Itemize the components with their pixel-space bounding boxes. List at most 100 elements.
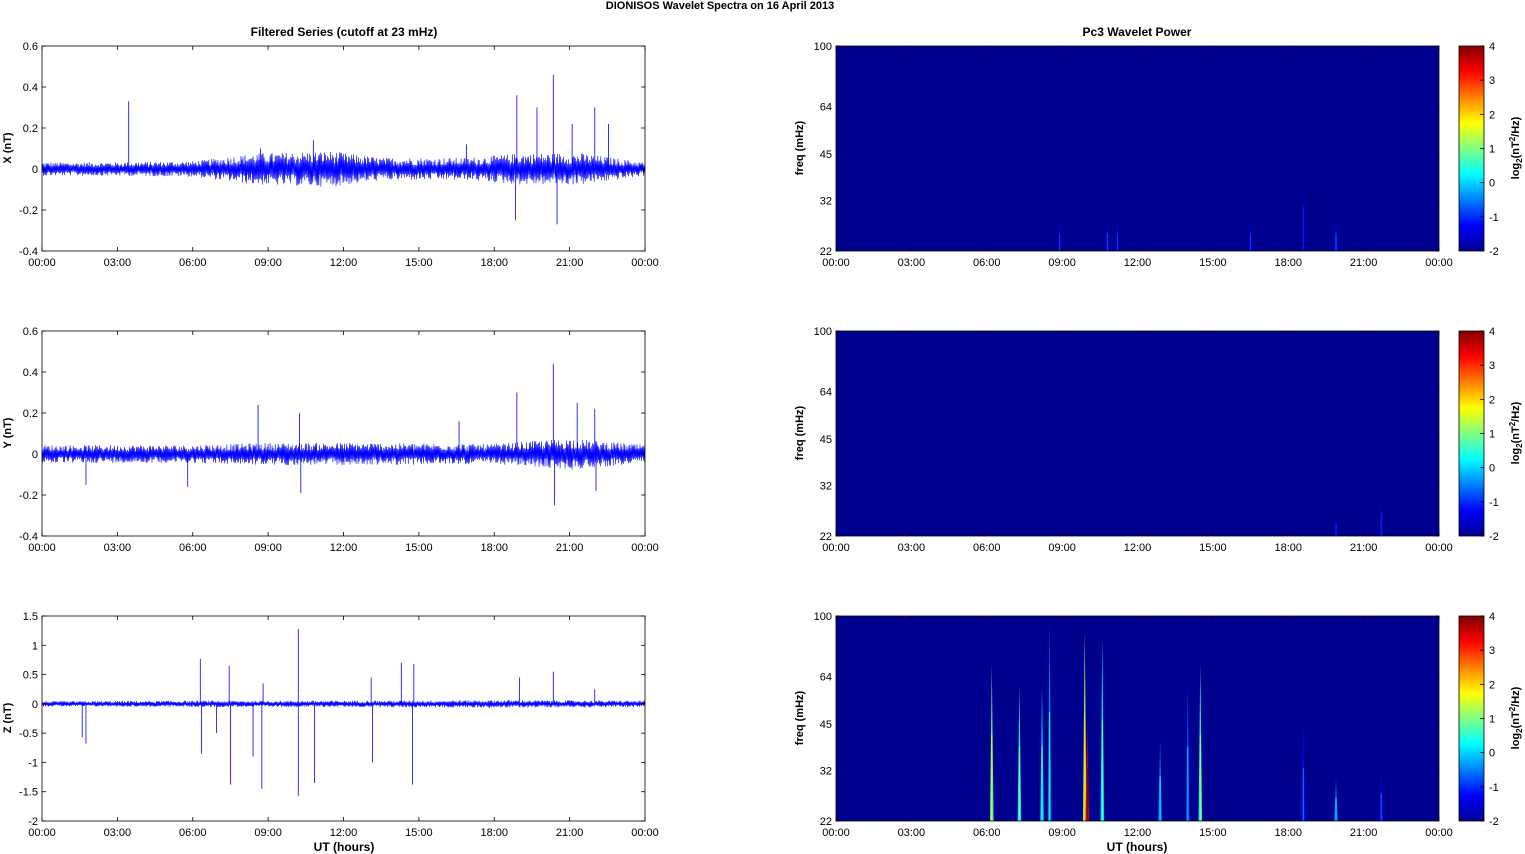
- x-ticks: [835, 616, 1440, 821]
- colorbar-tick-label: 1: [1489, 144, 1495, 156]
- x-tick-label: 09:00: [254, 542, 282, 554]
- y-tick-label: -0.2: [19, 205, 38, 217]
- x-tick-label: 00:00: [631, 827, 659, 839]
- x-tick-label: 03:00: [104, 542, 132, 554]
- x-tick-label: 21:00: [1350, 827, 1378, 839]
- x-tick-label: 00:00: [822, 827, 850, 839]
- y-tick-label: 22: [820, 816, 832, 828]
- y-tick-label: 0: [32, 449, 38, 461]
- y-tick-label: 0: [32, 699, 38, 711]
- y-tick-label: 64: [820, 386, 832, 398]
- z-trace: [41, 700, 646, 708]
- y-tick-label: 100: [814, 41, 832, 53]
- colorbar-label: log2(nT2/Hz): [1508, 401, 1524, 464]
- x-tick-label: 06:00: [973, 827, 1001, 839]
- colorbar-ticks: -2 -1 0 1 2 3 4: [1480, 41, 1499, 258]
- x-tick-label: 06:00: [973, 257, 1001, 269]
- y-tick-label: 100: [814, 326, 832, 338]
- y-tick-label: 0.6: [23, 326, 38, 338]
- x-tick-label: 12:00: [1124, 827, 1152, 839]
- panel-filtered-x: -0.4 -0.2 0 0.2 0.4 0.6 00:00 03:00 06:0…: [2, 41, 659, 269]
- power-events: [989, 622, 1384, 821]
- x-tick-label: 03:00: [104, 827, 132, 839]
- x-tick-label: 00:00: [631, 257, 659, 269]
- colorbar-tick-label: -2: [1489, 816, 1499, 828]
- panel-filtered-z: -2 -1.5 -1 -0.5 0 0.5 1 1.5 00:00 03:00 …: [2, 611, 659, 854]
- x-tick-label: 09:00: [254, 827, 282, 839]
- y-tick-label: 22: [820, 531, 832, 543]
- x-tick-label: 09:00: [1048, 257, 1076, 269]
- y-axis-label: Z (nT): [2, 702, 14, 733]
- x-tick-label: 15:00: [405, 827, 433, 839]
- x-tick-label: 00:00: [28, 827, 56, 839]
- y-axis-label: freq (mHz): [794, 405, 806, 460]
- x-tick-label: 12:00: [330, 827, 358, 839]
- x-tick-label: 12:00: [1124, 257, 1152, 269]
- colorbar-tick-label: 3: [1489, 360, 1495, 372]
- colorbar-tick-label: -1: [1489, 497, 1499, 509]
- x-tick-labels: 00:00 03:00 06:00 09:00 12:00 15:00 18:0…: [28, 542, 659, 554]
- panel-filtered-y: -0.4 -0.2 0 0.2 0.4 0.6 00:00 03:00 06:0…: [2, 326, 659, 554]
- figure-title: DIONISOS Wavelet Spectra on 16 April 201…: [606, 0, 834, 12]
- right-column-title: Pc3 Wavelet Power: [1083, 25, 1192, 39]
- y-tick-label: -0.5: [19, 728, 38, 740]
- x-tick-label: 00:00: [1425, 827, 1453, 839]
- y-ticks: 22 32 45 64 100: [814, 41, 1439, 258]
- y-tick-label: -0.2: [19, 490, 38, 502]
- panel-wavelet-x: 22 32 45 64 100 00:00 03:00 06:00 09:00 …: [794, 41, 1524, 269]
- left-column-title: Filtered Series (cutoff at 23 mHz): [251, 25, 438, 39]
- colorbar: -2 -1 0 1 2 3 4 log2(nT2/Hz): [1458, 611, 1524, 828]
- x-tick-label: 18:00: [1274, 542, 1302, 554]
- panel-wavelet-z: 22 32 45 64 100 00:00 03:00 06:00 09:00 …: [794, 611, 1524, 854]
- x-tick-label: 09:00: [254, 257, 282, 269]
- x-tick-labels: 00:00 03:00 06:00 09:00 12:00 15:00 18:0…: [28, 257, 659, 269]
- colorbar-scale: [1458, 45, 1485, 252]
- colorbar-tick-label: 1: [1489, 714, 1495, 726]
- colorbar-label: log2(nT2/Hz): [1508, 116, 1524, 179]
- x-tick-label: 06:00: [179, 542, 207, 554]
- x-ticks: [835, 331, 1440, 536]
- colorbar: -2 -1 0 1 2 3 4 log2(nT2/Hz): [1458, 41, 1524, 258]
- y-tick-label: -1: [28, 757, 38, 769]
- x-tick-labels: 00:00 03:00 06:00 09:00 12:00 15:00 18:0…: [822, 827, 1453, 839]
- x-tick-label: 21:00: [556, 257, 584, 269]
- y-trace: [41, 439, 646, 470]
- y-tick-label: 32: [820, 765, 832, 777]
- x-tick-labels: 00:00 03:00 06:00 09:00 12:00 15:00 18:0…: [28, 827, 659, 839]
- x-tick-label: 15:00: [405, 542, 433, 554]
- x-tick-label: 00:00: [631, 542, 659, 554]
- y-axis-label: Y (nT): [2, 417, 14, 448]
- y-ticks: -0.4 -0.2 0 0.2 0.4 0.6: [19, 326, 645, 543]
- x-tick-label: 15:00: [1199, 827, 1227, 839]
- x-tick-labels: 00:00 03:00 06:00 09:00 12:00 15:00 18:0…: [822, 257, 1453, 269]
- x-tick-label: 18:00: [480, 827, 508, 839]
- x-axis-label: UT (hours): [314, 840, 375, 854]
- power-background: [836, 46, 1439, 251]
- x-tick-label: 00:00: [1425, 257, 1453, 269]
- x-tick-label: 21:00: [556, 827, 584, 839]
- y-tick-label: 100: [814, 611, 832, 623]
- colorbar-tick-label: 4: [1489, 326, 1495, 338]
- plot-area: [42, 331, 645, 536]
- x-trace: [41, 151, 646, 187]
- x-tick-label: 15:00: [405, 257, 433, 269]
- y-tick-label: -1.5: [19, 787, 38, 799]
- x-tick-label: 03:00: [898, 542, 926, 554]
- y-axis-label: freq (mHz): [794, 690, 806, 745]
- colorbar-tick-label: 4: [1489, 611, 1495, 623]
- colorbar-tick-label: 2: [1489, 679, 1495, 691]
- y-tick-label: 1: [32, 640, 38, 652]
- y-tick-label: 45: [820, 719, 832, 731]
- y-tick-label: -2: [28, 816, 38, 828]
- x-tick-label: 00:00: [822, 542, 850, 554]
- y-tick-label: 45: [820, 149, 832, 161]
- x-tick-label: 12:00: [1124, 542, 1152, 554]
- x-tick-label: 09:00: [1048, 542, 1076, 554]
- y-tick-label: 1.5: [23, 611, 38, 623]
- colorbar: -2 -1 0 1 2 3 4 log2(nT2/Hz): [1458, 326, 1524, 543]
- x-tick-label: 06:00: [973, 542, 1001, 554]
- x-tick-label: 06:00: [179, 257, 207, 269]
- y-tick-label: 32: [820, 195, 832, 207]
- y-tick-label: 0.5: [23, 670, 38, 682]
